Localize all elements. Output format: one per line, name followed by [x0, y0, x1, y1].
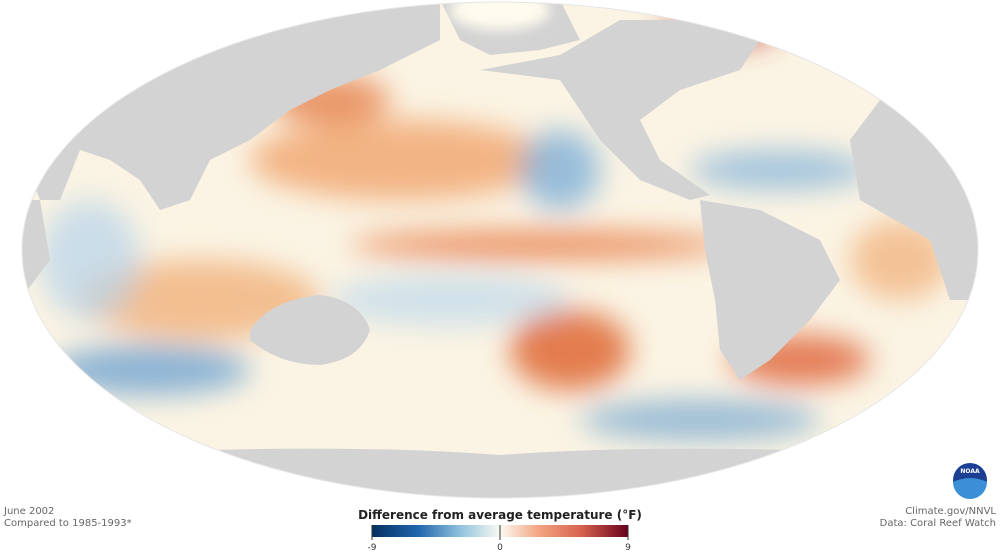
credit: Climate.gov/NNVL [905, 506, 996, 517]
globe-outline [21, 1, 979, 499]
tick-label: 0 [497, 543, 503, 553]
tick-label: 9 [625, 543, 631, 553]
globe [22, 2, 978, 498]
legend-ticks: -9 0 9 [368, 525, 631, 553]
baseline: Compared to 1985-1993* [4, 518, 132, 529]
ice [450, 2, 550, 30]
logo-wave [953, 478, 987, 499]
data-source: Data: Coral Reef Watch [880, 518, 996, 529]
noaa-logo: NOAA [953, 463, 987, 499]
tick-label: -9 [368, 543, 377, 553]
date: June 2002 [3, 506, 54, 517]
anomaly-field [40, 15, 950, 440]
legend-title: Difference from average temperature (°F) [358, 508, 642, 522]
logo-text: NOAA [960, 468, 980, 475]
